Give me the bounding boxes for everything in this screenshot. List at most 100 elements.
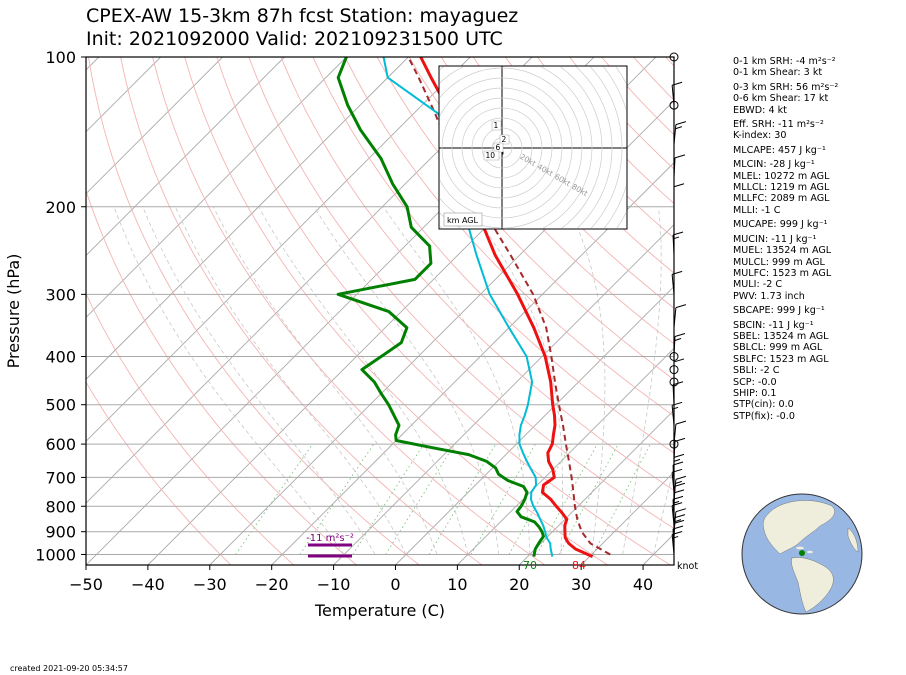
hodograph-height-label: 1 — [494, 121, 499, 130]
mixing-ratio-line — [385, 443, 456, 555]
mixing-ratio-line — [299, 443, 375, 555]
wind-barb-staff — [673, 157, 676, 178]
moist-adiabat-line — [258, 206, 469, 555]
index-mulcl: MULCL: 999 m AGL — [733, 256, 825, 268]
x-axis-label: Temperature (C) — [314, 601, 445, 620]
wind-barb-flag — [673, 183, 685, 188]
isotherm-line — [580, 471, 674, 565]
dry-adiabat-line — [184, 57, 608, 565]
isotherm-line — [86, 57, 471, 442]
index-mlel: MLEL: 10272 m AGL — [733, 170, 830, 182]
index-stpfix: STP(fix): -0.0 — [733, 410, 795, 422]
wind-barb-flag — [673, 519, 685, 524]
moist-adiabat-line — [313, 206, 500, 555]
y-tick-label: 800 — [45, 497, 76, 516]
x-tick-label: 30 — [571, 575, 591, 594]
y-axis-ticks: 100 200 300 400 500 600 700 800 900 1000 — [35, 48, 86, 564]
wind-barb-staff — [671, 534, 675, 555]
wind-barb-staff — [671, 505, 675, 526]
wind-barb-staff — [673, 424, 677, 445]
index-shear01: 0-1 km Shear: 3 kt — [733, 67, 823, 79]
index-mucape: MUCAPE: 999 J kg⁻¹ — [733, 219, 828, 231]
hodograph-ring — [441, 87, 563, 209]
wind-barb-half — [674, 338, 682, 341]
wind-barb — [673, 154, 686, 178]
wind-barb — [671, 81, 683, 106]
y-tick-label: 700 — [45, 468, 76, 487]
wind-barb — [673, 437, 686, 462]
dry-adiabat-line — [86, 292, 295, 565]
wind-unit-label: knot — [677, 561, 698, 572]
x-axis-ticks: −50 −40 −30 −20 −10 0 10 20 30 40 — [69, 565, 653, 594]
wind-barb-half — [675, 480, 683, 484]
hodograph-ring — [481, 127, 523, 169]
dry-adiabat-line — [280, 57, 674, 491]
hodograph-height-label: 10 — [486, 151, 496, 160]
indices-panel: 0-1 km SRH: -4 m²s⁻² 0-1 km Shear: 3 kt … — [733, 56, 903, 422]
x-tick-label: 10 — [447, 575, 467, 594]
dry-adiabat-line — [248, 57, 674, 530]
isotherm-line — [518, 409, 674, 565]
wind-barb-half — [672, 236, 680, 240]
index-scp: SCP: -0.0 — [733, 376, 777, 388]
isotherm-line — [86, 57, 409, 380]
hodograph-label-box — [443, 212, 483, 227]
index-sbcape: SBCAPE: 999 J kg⁻¹ — [733, 305, 825, 317]
x-tick-label: 40 — [633, 575, 653, 594]
index-effsrh: Eff. SRH: -11 m²s⁻² — [733, 119, 824, 131]
index-mucin: MUCIN: -11 J kg⁻¹ — [733, 233, 817, 245]
y-tick-label: 200 — [45, 198, 76, 217]
moist-adiabat-line — [567, 206, 606, 555]
wind-barb-flag — [672, 461, 684, 466]
dry-adiabat-line — [88, 57, 420, 565]
wind-barb — [672, 381, 684, 405]
index-mlli: MLLI: -1 C — [733, 204, 781, 216]
isotherm-line — [86, 57, 223, 195]
dry-adiabat-line — [408, 57, 674, 345]
wind-barb-half — [674, 519, 682, 523]
index-mllcl: MLLCL: 1219 m AGL — [733, 182, 830, 194]
created-timestamp: created 2021-09-20 05:34:57 — [10, 664, 128, 673]
moist-adiabat-line — [142, 206, 376, 555]
wind-barb-staff — [671, 85, 675, 106]
index-srh01: 0-1 km SRH: -4 m²s⁻² — [733, 56, 836, 67]
dry-adiabat-line — [152, 57, 545, 565]
wind-barb-flag — [674, 437, 686, 442]
surface-dewpoint-label: 70 — [523, 559, 537, 572]
index-sbli: SBLI: -2 C — [733, 365, 780, 377]
index-kindex: K-index: 30 — [733, 130, 787, 142]
wind-barb-flag — [675, 475, 687, 480]
index-ship: SHIP: 0.1 — [733, 387, 777, 399]
wind-barb — [673, 304, 687, 328]
wind-barb-half — [671, 406, 679, 410]
wind-barb — [673, 333, 686, 357]
surface-temperature-label: 84 — [572, 559, 586, 572]
chart-subtitle: Init: 2021092000 Valid: 202109231500 UTC — [86, 28, 503, 50]
isotherm-line — [86, 57, 285, 257]
index-ebwd: EBWD: 4 kt — [733, 104, 787, 116]
index-mulfc: MULFC: 1523 m AGL — [733, 267, 832, 279]
hodograph-ring — [440, 77, 573, 219]
dry-adiabat-line — [472, 57, 674, 274]
wind-barb-staff — [673, 511, 677, 532]
hodograph-height-box — [491, 120, 502, 131]
x-tick-label: −30 — [193, 575, 227, 594]
wind-barb-staff — [672, 234, 675, 255]
hodograph-ring — [590, 67, 623, 228]
wind-barb-staff — [671, 405, 675, 426]
x-tick-label: −40 — [131, 575, 165, 594]
hodograph-ring — [471, 117, 533, 179]
wind-barb-half — [673, 458, 681, 462]
isotherm-line — [86, 57, 162, 133]
x-tick-label: −10 — [317, 575, 351, 594]
index-mllfc: MLLFC: 2089 m AGL — [733, 193, 830, 205]
y-tick-label: 900 — [45, 523, 76, 542]
wind-barb — [673, 420, 687, 445]
dry-adiabat-line — [86, 381, 232, 565]
index-stpcin: STP(cin): 0.0 — [733, 399, 794, 411]
index-muli: MULI: -2 C — [733, 279, 783, 291]
hodograph-ring — [575, 67, 613, 228]
y-tick-label: 500 — [45, 396, 76, 415]
calm-wind-circle — [669, 52, 679, 62]
